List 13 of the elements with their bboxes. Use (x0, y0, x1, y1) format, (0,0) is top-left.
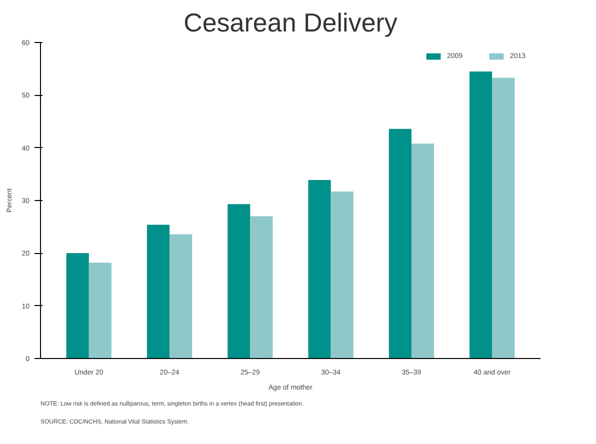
bar (146, 224, 170, 358)
bar (492, 78, 515, 358)
chart-title: Cesarean Delivery (184, 8, 398, 38)
bar (330, 192, 354, 358)
bar (250, 216, 273, 358)
bar (66, 253, 89, 358)
bar (228, 204, 250, 358)
bar (308, 180, 331, 358)
bar (388, 128, 412, 358)
bar (88, 262, 112, 358)
bar (470, 71, 492, 358)
bar (170, 234, 192, 358)
bar (411, 144, 434, 358)
